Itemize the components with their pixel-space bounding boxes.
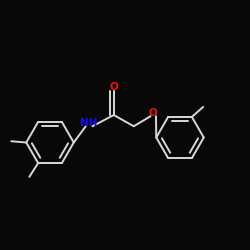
Text: O: O <box>110 82 118 92</box>
Text: NH: NH <box>80 118 98 128</box>
Text: O: O <box>148 108 158 118</box>
